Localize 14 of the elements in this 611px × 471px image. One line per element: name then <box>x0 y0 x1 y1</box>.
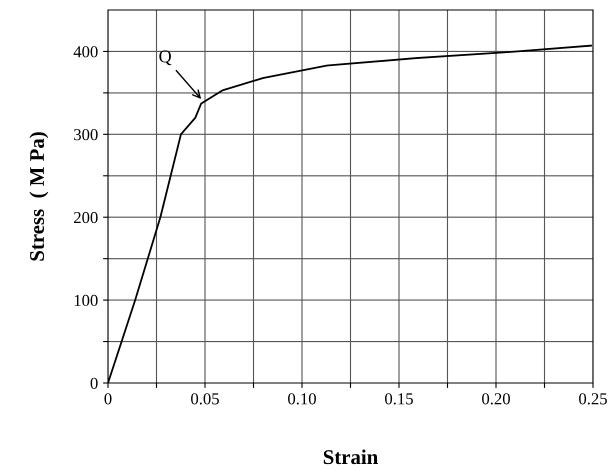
x-tick-label: 0.15 <box>385 393 413 405</box>
y-tick-label: 200 <box>74 212 98 224</box>
y-tick-label: 0 <box>90 378 98 389</box>
y-tick-label: 400 <box>74 46 98 58</box>
x-tick-label: 0.20 <box>482 393 510 405</box>
x-axis-title: Strain <box>324 450 378 464</box>
x-tick-label: 0.05 <box>191 393 219 405</box>
annotation: Q <box>159 50 172 66</box>
x-tick-label: 0 <box>104 393 112 404</box>
y-tick-label: 300 <box>74 129 98 140</box>
y-axis-title: Stress ( M Pa) <box>29 132 48 261</box>
x-tick-label: 0.25 <box>579 393 607 405</box>
y-tick-label: 100 <box>74 294 98 306</box>
x-tick-label: 0.10 <box>288 393 316 405</box>
